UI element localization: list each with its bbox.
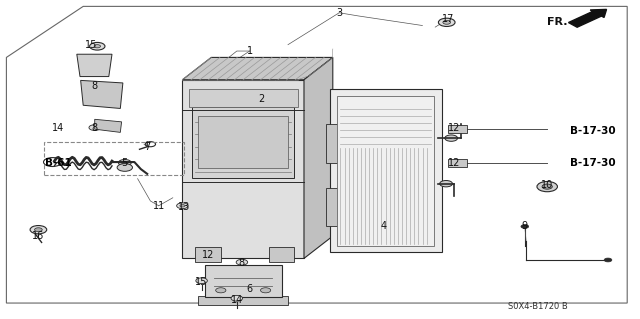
Text: 3: 3 xyxy=(336,8,342,18)
Polygon shape xyxy=(339,89,358,220)
Text: 12: 12 xyxy=(202,250,214,260)
Text: 10: 10 xyxy=(541,180,554,190)
Polygon shape xyxy=(304,57,333,258)
Circle shape xyxy=(102,123,115,129)
Circle shape xyxy=(260,288,271,293)
Circle shape xyxy=(255,97,268,104)
Polygon shape xyxy=(192,107,294,178)
Polygon shape xyxy=(448,125,467,133)
Text: 12: 12 xyxy=(448,122,461,133)
Circle shape xyxy=(89,125,100,130)
Text: 14: 14 xyxy=(51,122,64,133)
Bar xyxy=(189,89,298,107)
Circle shape xyxy=(99,93,109,98)
Bar xyxy=(337,96,434,246)
Text: 12: 12 xyxy=(448,158,461,168)
Circle shape xyxy=(202,251,214,256)
Polygon shape xyxy=(182,80,304,258)
Text: B-61: B-61 xyxy=(45,158,72,168)
Circle shape xyxy=(35,228,42,232)
Circle shape xyxy=(542,184,552,189)
Circle shape xyxy=(452,127,463,132)
Circle shape xyxy=(122,161,128,164)
Polygon shape xyxy=(195,247,221,262)
Circle shape xyxy=(94,45,100,48)
Text: 1: 1 xyxy=(246,46,253,56)
Bar xyxy=(318,225,331,236)
Circle shape xyxy=(117,164,132,171)
Circle shape xyxy=(44,158,61,167)
Bar xyxy=(326,124,346,163)
Text: B-17-30: B-17-30 xyxy=(570,158,615,168)
FancyArrow shape xyxy=(568,9,607,27)
Circle shape xyxy=(92,90,115,101)
Polygon shape xyxy=(182,57,333,80)
Text: 15: 15 xyxy=(84,40,97,50)
Circle shape xyxy=(438,18,455,26)
Text: 8: 8 xyxy=(92,122,98,133)
Text: 2: 2 xyxy=(258,94,264,104)
Circle shape xyxy=(216,288,226,293)
Polygon shape xyxy=(269,247,294,262)
Circle shape xyxy=(89,83,100,89)
Circle shape xyxy=(90,42,105,50)
Circle shape xyxy=(604,258,612,262)
Polygon shape xyxy=(77,54,112,77)
Circle shape xyxy=(452,160,463,165)
Bar xyxy=(318,100,331,112)
Text: 6: 6 xyxy=(246,284,253,294)
Circle shape xyxy=(537,182,557,192)
Circle shape xyxy=(521,225,529,228)
Text: 7: 7 xyxy=(144,142,150,152)
Circle shape xyxy=(196,278,207,284)
Circle shape xyxy=(177,203,188,209)
Circle shape xyxy=(236,259,248,265)
Circle shape xyxy=(259,99,264,102)
Circle shape xyxy=(205,252,211,255)
Text: 11: 11 xyxy=(152,201,165,211)
Circle shape xyxy=(445,135,458,141)
Bar xyxy=(44,142,184,175)
Circle shape xyxy=(277,253,286,257)
Polygon shape xyxy=(330,89,442,252)
Text: 9: 9 xyxy=(522,221,528,232)
Circle shape xyxy=(231,295,243,301)
Circle shape xyxy=(118,160,131,166)
Circle shape xyxy=(204,253,212,257)
Text: S0X4-B1720 B: S0X4-B1720 B xyxy=(508,302,568,311)
Text: 17: 17 xyxy=(442,14,454,24)
Bar xyxy=(326,188,346,226)
Circle shape xyxy=(180,204,185,207)
Polygon shape xyxy=(448,159,467,167)
Polygon shape xyxy=(81,80,123,108)
Circle shape xyxy=(440,181,452,187)
Text: 8: 8 xyxy=(92,81,98,91)
Polygon shape xyxy=(95,119,122,132)
Text: 5: 5 xyxy=(122,158,128,168)
Text: 8: 8 xyxy=(239,258,245,268)
Polygon shape xyxy=(205,265,282,297)
Circle shape xyxy=(30,226,47,234)
Text: FR.: FR. xyxy=(547,17,568,27)
Text: 13: 13 xyxy=(177,202,190,212)
Circle shape xyxy=(145,142,156,147)
Text: 15: 15 xyxy=(195,277,208,287)
Text: B-17-30: B-17-30 xyxy=(570,126,615,136)
Text: 4: 4 xyxy=(381,221,387,232)
Text: 16: 16 xyxy=(32,231,45,241)
Text: 14: 14 xyxy=(230,295,243,305)
Circle shape xyxy=(443,20,451,24)
Bar xyxy=(198,116,288,168)
Bar xyxy=(198,296,288,305)
